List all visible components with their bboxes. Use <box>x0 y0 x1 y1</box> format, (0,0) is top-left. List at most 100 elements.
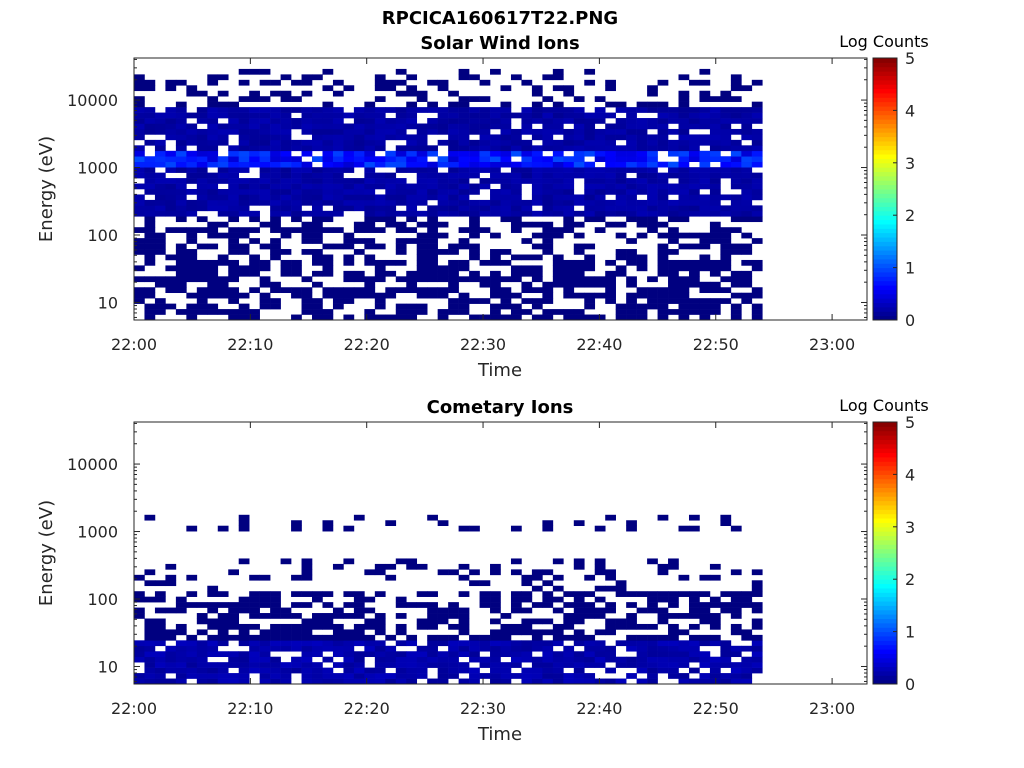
heatmap-cell <box>720 123 732 130</box>
heatmap-cell <box>385 563 397 570</box>
heatmap-cell <box>280 118 292 124</box>
heatmap-cell <box>584 112 596 119</box>
heatmap-cell <box>144 178 156 184</box>
heatmap-cell <box>175 156 187 163</box>
colorbar-segment <box>873 237 897 242</box>
heatmap-cell <box>678 161 690 168</box>
heatmap-cell <box>615 309 627 315</box>
heatmap-cell <box>584 656 596 663</box>
heatmap-cell <box>322 150 334 157</box>
heatmap-cell <box>479 298 491 304</box>
heatmap-cell <box>207 602 219 608</box>
heatmap-cell <box>217 90 229 97</box>
heatmap-cell <box>594 156 606 163</box>
heatmap-cell <box>406 161 418 168</box>
colorbar-segment <box>873 535 897 541</box>
heatmap-cell <box>678 314 690 321</box>
heatmap-cell <box>730 145 742 152</box>
heatmap-cell <box>552 150 564 157</box>
heatmap-cell <box>688 607 700 614</box>
heatmap-cell <box>594 134 606 141</box>
heatmap-cell <box>427 221 438 228</box>
heatmap-cell <box>343 645 355 652</box>
heatmap-cell <box>647 596 658 603</box>
heatmap-cell <box>186 112 198 119</box>
heatmap-cell <box>594 205 606 212</box>
colorbar-segment <box>873 263 897 269</box>
heatmap-cell <box>563 651 575 658</box>
heatmap-cell <box>332 90 344 97</box>
colorbar-segment <box>873 670 897 676</box>
heatmap-cell <box>175 199 187 206</box>
heatmap-cell <box>469 678 480 685</box>
heatmap-cell <box>186 634 198 641</box>
heatmap-cell <box>332 123 344 130</box>
heatmap-cell <box>490 287 501 294</box>
heatmap-cell <box>688 623 700 630</box>
heatmap-cell <box>647 221 658 228</box>
heatmap-cell <box>668 259 679 266</box>
heatmap-cell <box>196 90 208 97</box>
heatmap-cell <box>479 150 491 157</box>
heatmap-cell <box>573 118 585 124</box>
heatmap-cell <box>322 645 334 652</box>
heatmap-cell <box>531 107 543 113</box>
heatmap-cell <box>353 287 365 294</box>
heatmap-cell <box>427 607 438 614</box>
heatmap-cell <box>332 172 344 179</box>
colorbar-segment <box>873 193 897 199</box>
heatmap-cell <box>730 118 742 124</box>
heatmap-cell <box>521 145 533 152</box>
heatmap-cell <box>552 145 564 152</box>
heatmap-cell <box>175 596 187 603</box>
heatmap-cell <box>196 651 208 658</box>
heatmap-cell <box>741 216 753 223</box>
heatmap-cell <box>490 123 501 130</box>
heatmap-cell <box>238 662 250 668</box>
heatmap-cell <box>332 205 344 212</box>
heatmap-cell <box>437 656 449 663</box>
heatmap-cell <box>427 265 438 272</box>
heatmap-cell <box>552 74 564 81</box>
heatmap-cell <box>469 656 480 663</box>
heatmap-cell <box>217 210 229 217</box>
heatmap-cell <box>416 156 428 163</box>
heatmap-cell <box>688 667 700 674</box>
colorbar-tick-label: 5 <box>905 49 915 68</box>
colorbar-tick-label: 0 <box>905 675 915 694</box>
heatmap-cell <box>144 640 156 647</box>
heatmap-cell <box>312 314 323 321</box>
heatmap-cell <box>165 667 177 674</box>
heatmap-cell <box>751 259 763 266</box>
heatmap-cell <box>657 265 669 272</box>
heatmap-cell <box>385 210 397 217</box>
heatmap-cell <box>364 112 376 119</box>
heatmap-cell <box>332 156 344 163</box>
heatmap-cell <box>605 221 616 228</box>
heatmap-cell <box>207 107 219 113</box>
heatmap-cell <box>709 596 721 603</box>
heatmap-cell <box>720 161 732 168</box>
heatmap-cell <box>448 656 459 663</box>
heatmap-cell <box>605 259 616 266</box>
heatmap-cell <box>636 150 648 157</box>
heatmap-cell <box>699 123 711 130</box>
heatmap-cell <box>584 634 596 641</box>
heatmap-cell <box>458 150 470 157</box>
heatmap-cell <box>175 243 187 250</box>
heatmap-cell <box>259 292 271 299</box>
heatmap-cell <box>427 514 438 521</box>
colorbar-segment <box>873 526 897 532</box>
heatmap-cell <box>448 662 459 668</box>
heatmap-cell <box>552 112 564 119</box>
heatmap-cell <box>730 270 742 277</box>
heatmap-cell <box>416 107 428 113</box>
heatmap-cell <box>217 309 229 315</box>
heatmap-cell <box>521 79 533 86</box>
heatmap-cell <box>657 651 669 658</box>
heatmap-cell <box>427 249 438 255</box>
heatmap-cell <box>374 270 386 277</box>
heatmap-cell <box>280 194 292 201</box>
heatmap-cell <box>500 85 512 92</box>
heatmap-cell <box>228 112 240 119</box>
